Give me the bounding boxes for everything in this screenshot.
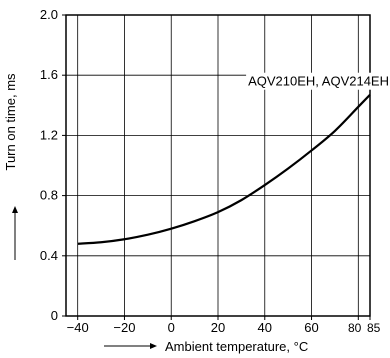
annotation-layer: AQV210EH, AQV214EH bbox=[246, 72, 390, 90]
y-tick-label: 1.6 bbox=[40, 67, 58, 82]
y-tick-label: 0.8 bbox=[40, 188, 58, 203]
x-tick-label: 80 bbox=[348, 321, 362, 335]
y-tick-label: 0.4 bbox=[40, 248, 58, 263]
annotation-background bbox=[246, 72, 390, 90]
y-tick-label: 1.2 bbox=[40, 127, 58, 142]
y-tick-label: 0 bbox=[51, 308, 58, 323]
x-tick-label: 85 bbox=[367, 321, 381, 335]
series-annotation: AQV210EH, AQV214EH bbox=[248, 74, 389, 89]
series-line bbox=[77, 93, 371, 245]
y-axis-label: Turn on time, ms bbox=[3, 73, 18, 171]
y-tick-labels: 0 0.4 0.8 1.2 1.6 2.0 bbox=[40, 7, 58, 323]
x-axis-label: Ambient temperature, °C bbox=[165, 339, 308, 354]
x-tick-label: 20 bbox=[211, 320, 225, 335]
x-tick-label: 0 bbox=[168, 320, 175, 335]
series-layer bbox=[77, 93, 371, 245]
x-tick-label: −40 bbox=[67, 320, 89, 335]
x-axis-arrow bbox=[104, 343, 157, 349]
x-tick-label: −20 bbox=[113, 320, 135, 335]
y-tick-label: 2.0 bbox=[40, 7, 58, 22]
axis-ticks bbox=[62, 14, 371, 320]
x-tick-label: 60 bbox=[304, 320, 318, 335]
x-tick-labels: −40 −20 0 20 40 60 80 85 bbox=[67, 320, 381, 335]
y-axis-arrow bbox=[12, 206, 18, 260]
x-tick-label: 40 bbox=[258, 320, 272, 335]
grid-lines bbox=[66, 15, 370, 316]
